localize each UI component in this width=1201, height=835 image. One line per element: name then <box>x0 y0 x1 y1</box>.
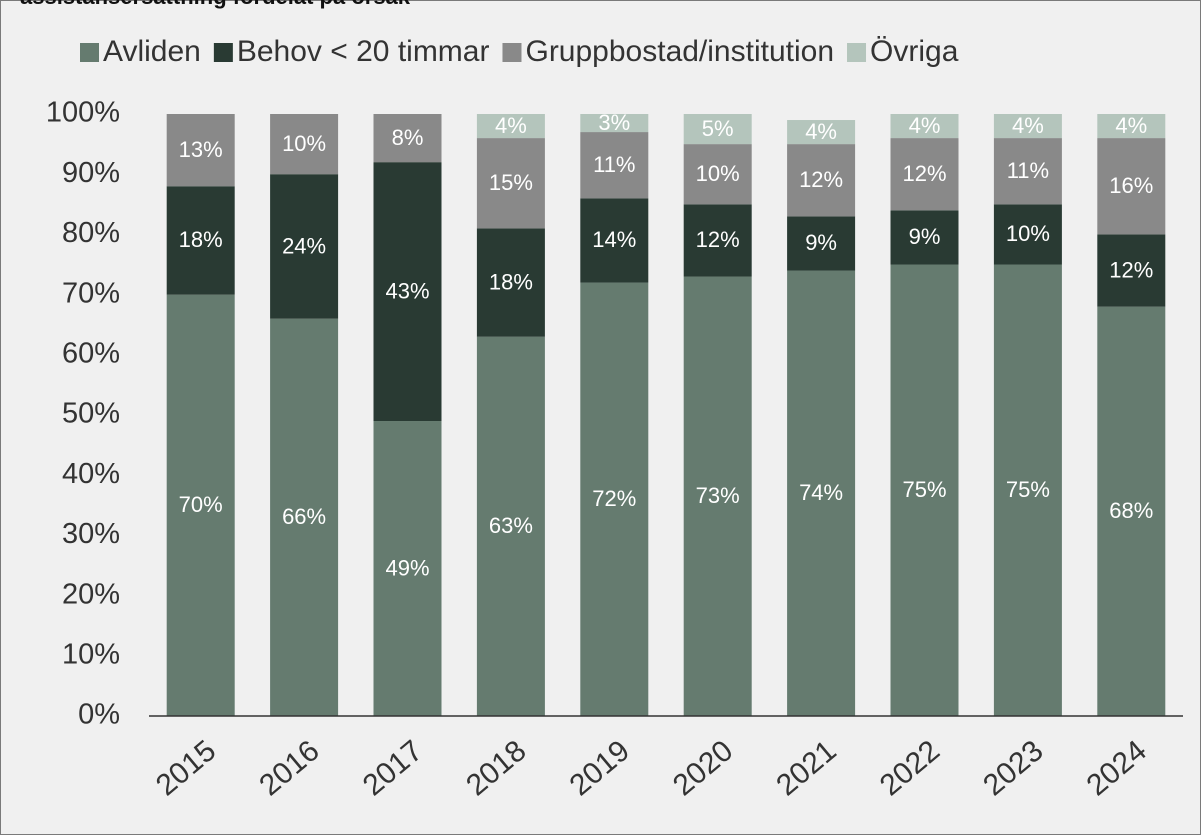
data-label: 4% <box>495 113 527 138</box>
bar-segment <box>683 204 752 277</box>
bar-segment <box>1097 306 1166 716</box>
bar-segment <box>476 114 545 139</box>
legend-swatch <box>502 43 522 62</box>
data-label: 11% <box>1007 158 1049 183</box>
chart-title: assistansersättning fördelat på orsak <box>20 0 411 9</box>
y-tick-label: 40% <box>62 458 120 490</box>
bar-segment <box>683 144 752 205</box>
data-label: 9% <box>805 230 837 255</box>
bar-segment <box>373 162 442 422</box>
data-label: 75% <box>1006 477 1050 502</box>
bar-segment <box>787 270 856 716</box>
bar-segment <box>1097 234 1166 307</box>
y-tick-label: 20% <box>62 578 120 610</box>
bar-segment <box>166 186 235 295</box>
bar-segment <box>373 114 442 163</box>
bar-segment <box>373 421 442 716</box>
bar-segment <box>166 114 235 187</box>
data-label: 14% <box>592 227 636 252</box>
y-tick-label: 30% <box>62 518 120 550</box>
data-label: 16% <box>1109 173 1153 198</box>
data-label: 4% <box>1115 113 1147 138</box>
bar-segment <box>580 282 649 716</box>
data-label: 4% <box>805 119 837 144</box>
data-label: 8% <box>392 125 424 150</box>
bar-segment <box>476 138 545 229</box>
data-label: 68% <box>1109 498 1153 523</box>
data-label: 9% <box>909 224 941 249</box>
legend-swatch <box>213 43 233 62</box>
data-label: 18% <box>179 227 223 252</box>
data-label: 63% <box>489 513 533 538</box>
data-label: 12% <box>799 167 843 192</box>
bar-segment <box>993 114 1062 139</box>
data-label: 12% <box>902 161 946 186</box>
bar-segment <box>683 276 752 716</box>
legend-label: Övriga <box>870 35 959 68</box>
data-label: 75% <box>902 477 946 502</box>
data-label: 24% <box>282 233 326 258</box>
plot-area <box>166 114 1166 716</box>
data-label: 74% <box>799 480 843 505</box>
bar-segment <box>476 228 545 337</box>
bar-segment <box>1097 138 1166 235</box>
bar-segment <box>683 114 752 145</box>
bar-segment <box>270 174 339 319</box>
y-tick-label: 60% <box>62 337 120 369</box>
legend-label: Behov < 20 timmar <box>237 35 490 68</box>
bar-segment <box>787 120 856 145</box>
y-tick-label: 0% <box>78 699 120 731</box>
bar-segment <box>476 336 545 716</box>
y-tick-label: 80% <box>62 217 120 249</box>
data-label: 43% <box>385 278 429 303</box>
bar-segment <box>166 294 235 716</box>
bar-segment <box>993 204 1062 265</box>
bar-segment <box>270 318 339 716</box>
data-label: 72% <box>592 486 636 511</box>
bar-segment <box>890 114 959 139</box>
legend-swatch <box>80 43 99 62</box>
bar-segment <box>993 138 1062 205</box>
bar-segment <box>580 198 649 283</box>
y-tick-label: 100% <box>46 97 120 129</box>
y-tick-label: 90% <box>62 157 120 189</box>
legend-label: Avliden <box>103 35 201 68</box>
data-label: 18% <box>489 269 533 294</box>
bar-segment <box>890 138 959 211</box>
bar-segment <box>580 132 649 199</box>
data-label: 11% <box>593 152 635 177</box>
y-tick-label: 70% <box>62 277 120 309</box>
data-label: 4% <box>1012 113 1044 138</box>
bar-segment <box>787 144 856 217</box>
data-label: 66% <box>282 504 326 529</box>
bar-segment <box>890 264 959 716</box>
bar-segment <box>890 210 959 265</box>
data-label: 10% <box>696 161 740 186</box>
data-label: 13% <box>179 137 223 162</box>
bar-segment <box>1097 114 1166 139</box>
data-label: 73% <box>696 483 740 508</box>
legend-label: Gruppbostad/institution <box>525 35 834 68</box>
bar-segment <box>580 114 649 133</box>
data-label: 12% <box>696 227 740 252</box>
data-label: 4% <box>909 113 941 138</box>
y-tick-label: 10% <box>62 638 120 670</box>
data-label: 12% <box>1109 257 1153 282</box>
data-label: 15% <box>489 170 533 195</box>
data-label: 5% <box>702 116 734 141</box>
data-label: 3% <box>598 110 630 135</box>
data-label: 10% <box>1006 221 1050 246</box>
data-label: 70% <box>179 492 223 517</box>
data-label: 49% <box>385 555 429 580</box>
data-label: 10% <box>282 131 326 156</box>
legend-swatch <box>847 43 867 62</box>
bar-segment <box>270 114 339 175</box>
bar-segment <box>993 264 1062 716</box>
bar-segment <box>787 216 856 271</box>
y-tick-label: 50% <box>62 398 120 430</box>
